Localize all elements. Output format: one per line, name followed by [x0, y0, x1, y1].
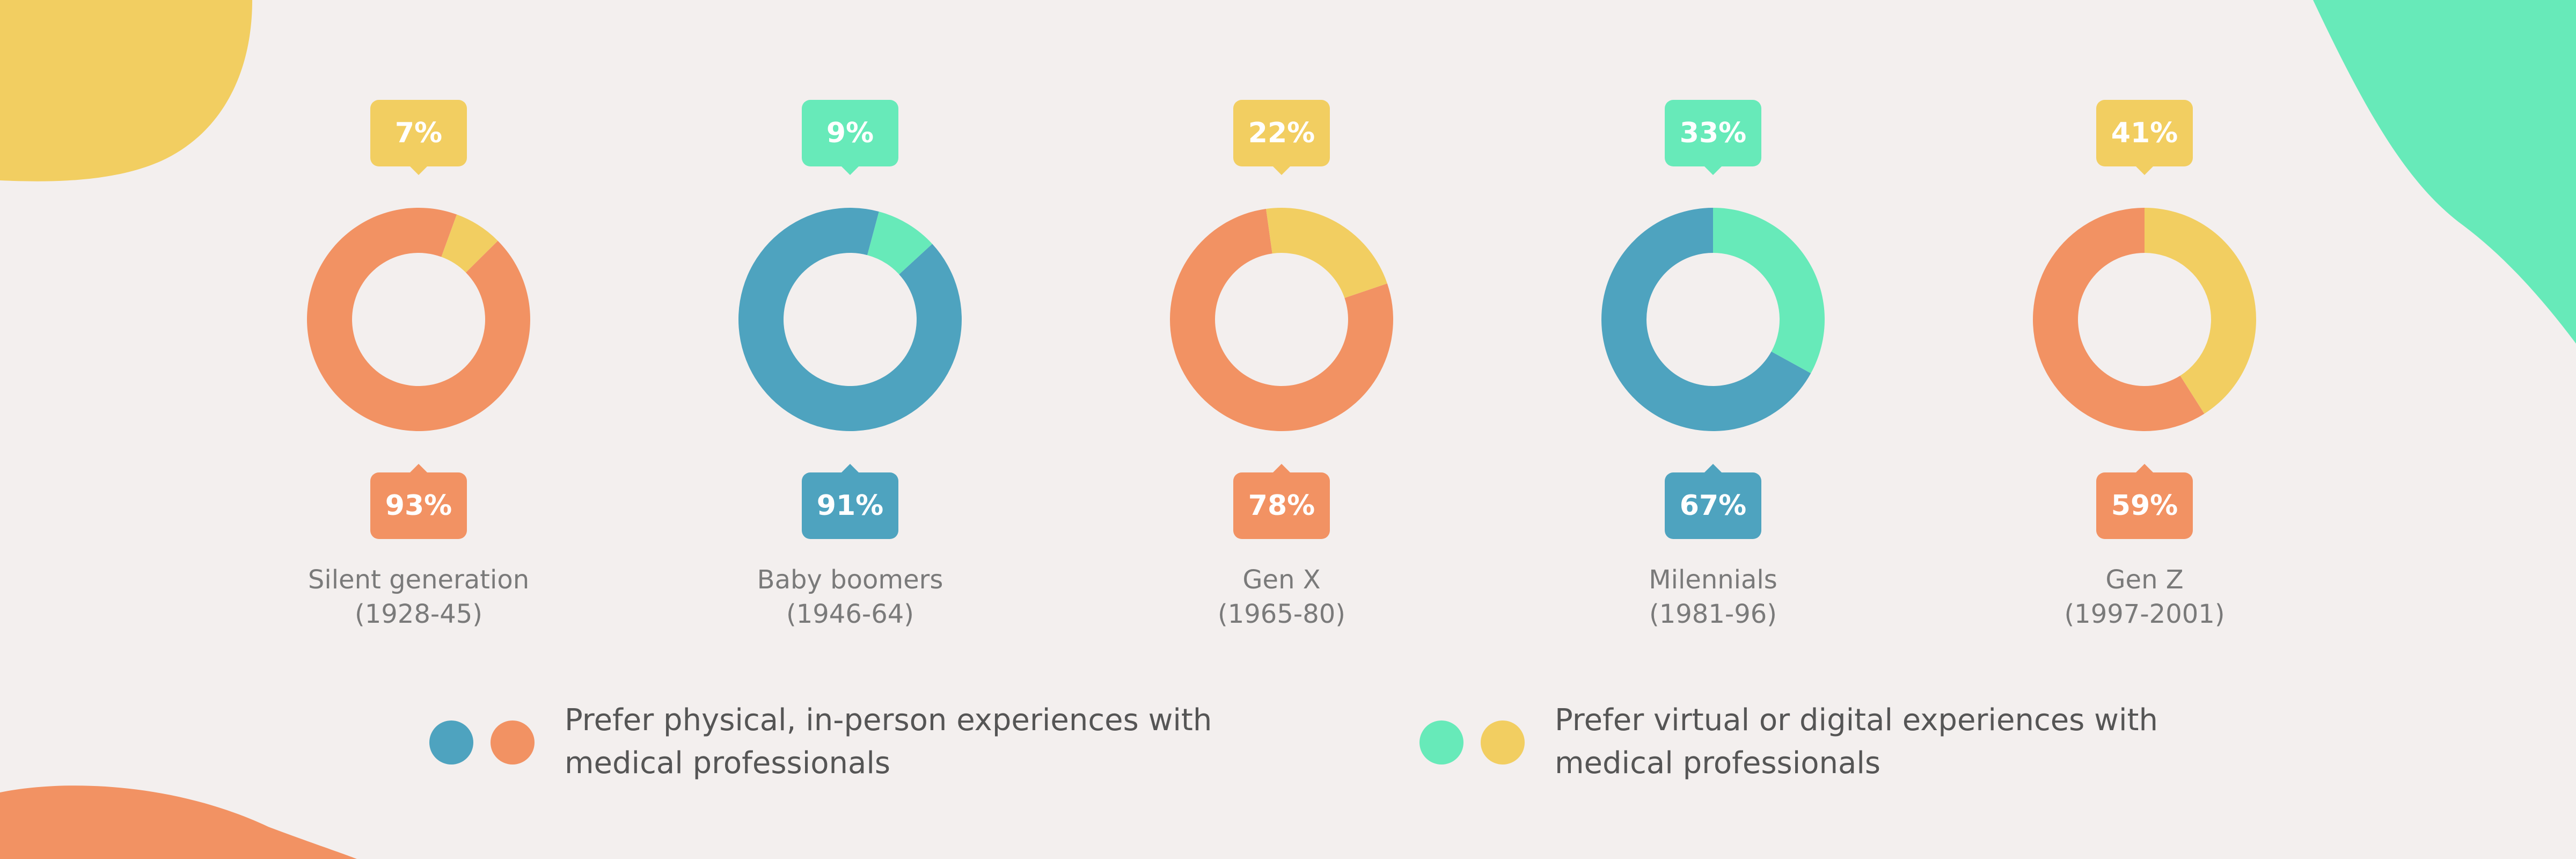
donut-slice-physical — [2032, 208, 2205, 431]
generation-years: (1965-80) — [1217, 599, 1345, 629]
physical-percent-callout: 78% — [1233, 464, 1330, 539]
blob-top-right — [2313, 0, 2576, 344]
donut-slice-digital — [867, 212, 933, 275]
generation-label: Baby boomers (1946-64) — [711, 563, 990, 631]
generation-name: Gen X — [1242, 565, 1321, 595]
physical-percent-callout: 59% — [2096, 464, 2193, 539]
generation-years: (1928-45) — [354, 599, 482, 629]
generation-years: (1981-96) — [1649, 599, 1777, 629]
blob-bottom-left — [0, 785, 357, 859]
digital-percent-callout: 33% — [1665, 100, 1761, 175]
legend-swatch — [491, 720, 535, 765]
generation-label: Milennials (1981-96) — [1574, 563, 1853, 631]
digital-percent-callout: 7% — [370, 100, 467, 175]
legend-label: Prefer physical, in-person experiences w… — [565, 703, 1212, 781]
legend-swatch — [429, 720, 473, 765]
physical-percent-callout: 91% — [802, 464, 898, 539]
digital-percent-callout: 22% — [1233, 100, 1330, 175]
generation-years: (1946-64) — [786, 599, 914, 629]
generation-label: Gen Z (1997-2001) — [2005, 563, 2284, 631]
generation-name: Milennials — [1649, 565, 1777, 595]
donut-slice-physical — [1169, 209, 1393, 431]
generation-name: Baby boomers — [757, 565, 943, 595]
donut-slice-physical — [306, 207, 530, 431]
donut-slice-digital — [1713, 208, 1825, 374]
donut-slice-physical — [1601, 208, 1811, 431]
blob-top-left — [0, 0, 252, 181]
generation-years: (1997-2001) — [2064, 599, 2225, 629]
legend-swatch — [1419, 720, 1463, 765]
generation-label: Silent generation (1928-45) — [279, 563, 558, 631]
digital-percent-callout: 9% — [802, 100, 898, 175]
legend-swatch — [1481, 720, 1525, 765]
donut-slice-digital — [2145, 208, 2256, 414]
generation-label: Gen X (1965-80) — [1142, 563, 1421, 631]
generation-name: Silent generation — [308, 565, 530, 595]
digital-percent-callout: 41% — [2096, 100, 2193, 175]
donut-slice-physical — [738, 208, 962, 432]
legend-label: Prefer virtual or digital experiences wi… — [1555, 703, 2158, 781]
donut-slice-digital — [1266, 207, 1387, 299]
generation-name: Gen Z — [2105, 565, 2184, 595]
donut-slice-digital — [441, 214, 498, 273]
physical-percent-callout: 67% — [1665, 464, 1761, 539]
physical-percent-callout: 93% — [370, 464, 467, 539]
